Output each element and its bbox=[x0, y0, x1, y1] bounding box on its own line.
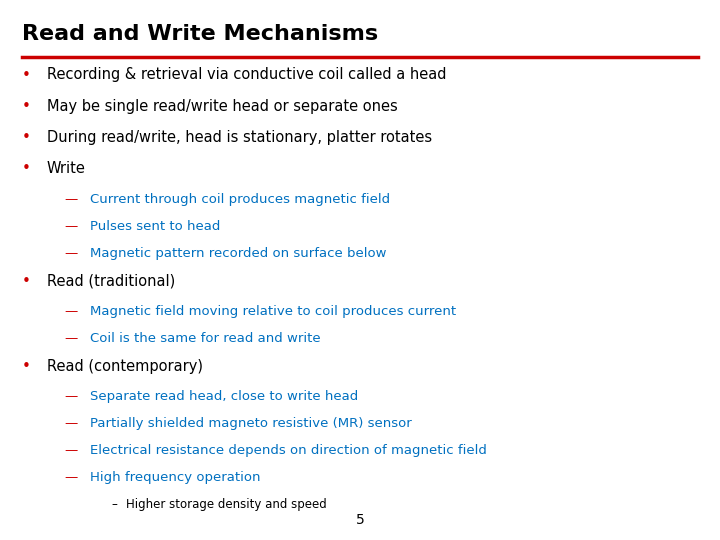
Text: Current through coil produces magnetic field: Current through coil produces magnetic f… bbox=[90, 193, 390, 206]
Text: •: • bbox=[22, 161, 30, 177]
Text: Read (contemporary): Read (contemporary) bbox=[47, 359, 203, 374]
Text: Magnetic field moving relative to coil produces current: Magnetic field moving relative to coil p… bbox=[90, 305, 456, 318]
Text: 5: 5 bbox=[356, 512, 364, 526]
Text: —: — bbox=[65, 417, 78, 430]
Text: May be single read/write head or separate ones: May be single read/write head or separat… bbox=[47, 99, 397, 114]
Text: —: — bbox=[65, 444, 78, 457]
Text: —: — bbox=[65, 220, 78, 233]
Text: Separate read head, close to write head: Separate read head, close to write head bbox=[90, 390, 359, 403]
Text: •: • bbox=[22, 68, 30, 83]
Text: •: • bbox=[22, 359, 30, 374]
Text: Write: Write bbox=[47, 161, 86, 177]
Text: Coil is the same for read and write: Coil is the same for read and write bbox=[90, 332, 320, 345]
Text: •: • bbox=[22, 130, 30, 145]
Text: During read/write, head is stationary, platter rotates: During read/write, head is stationary, p… bbox=[47, 130, 432, 145]
Text: —: — bbox=[65, 332, 78, 345]
Text: —: — bbox=[65, 471, 78, 484]
Text: •: • bbox=[22, 274, 30, 289]
Text: Recording & retrieval via conductive coil called a head: Recording & retrieval via conductive coi… bbox=[47, 68, 446, 83]
Text: Electrical resistance depends on direction of magnetic field: Electrical resistance depends on directi… bbox=[90, 444, 487, 457]
Text: Higher storage density and speed: Higher storage density and speed bbox=[126, 498, 327, 511]
Text: Magnetic pattern recorded on surface below: Magnetic pattern recorded on surface bel… bbox=[90, 247, 387, 260]
Text: —: — bbox=[65, 193, 78, 206]
Text: Read and Write Mechanisms: Read and Write Mechanisms bbox=[22, 24, 378, 44]
Text: —: — bbox=[65, 305, 78, 318]
Text: Read (traditional): Read (traditional) bbox=[47, 274, 175, 289]
Text: —: — bbox=[65, 390, 78, 403]
Text: —: — bbox=[65, 247, 78, 260]
Text: Partially shielded magneto resistive (MR) sensor: Partially shielded magneto resistive (MR… bbox=[90, 417, 412, 430]
Text: –: – bbox=[112, 498, 117, 511]
Text: High frequency operation: High frequency operation bbox=[90, 471, 261, 484]
Text: •: • bbox=[22, 99, 30, 114]
Text: Pulses sent to head: Pulses sent to head bbox=[90, 220, 220, 233]
